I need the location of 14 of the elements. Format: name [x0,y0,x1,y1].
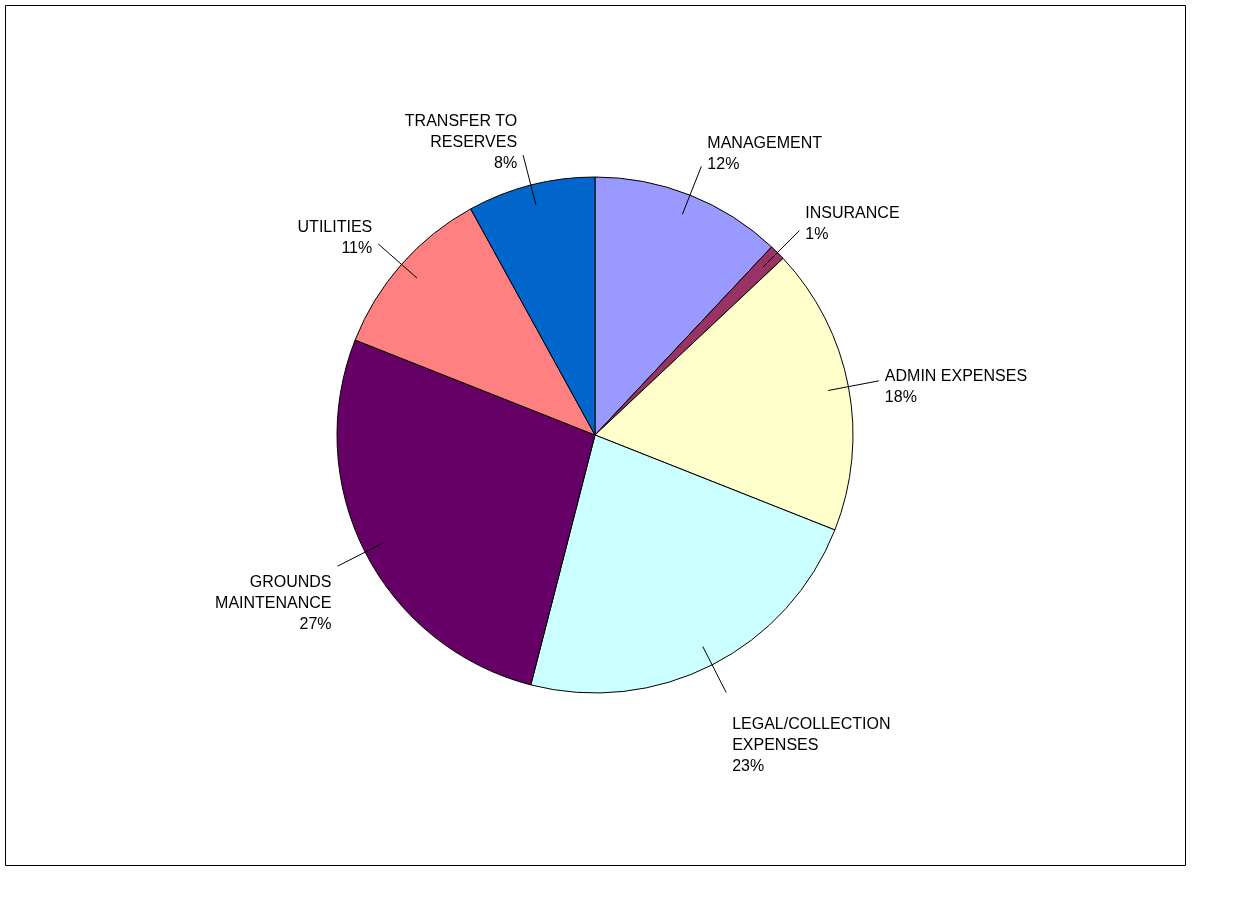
slice-label: INSURANCE [805,204,900,221]
data-label: 11% [341,239,373,257]
slice-label: ADMIN EXPENSES [884,367,1028,385]
data-label: 27% [299,615,332,633]
data-label: 18% [884,388,917,406]
data-label: 23% [732,757,765,775]
data-label: 12% [707,155,740,173]
data-label: 8% [494,153,518,171]
slice-label: MANAGEMENT [707,134,823,152]
data-label: 1% [805,225,829,242]
slice-label: TRANSFER TO RESERVES [404,111,518,150]
slice-label: LEGAL/COLLECTION EXPENSES [732,715,891,754]
slice-label: UTILITIES [297,218,373,236]
slice-label: GROUNDS MAINTENANCE [215,573,332,612]
